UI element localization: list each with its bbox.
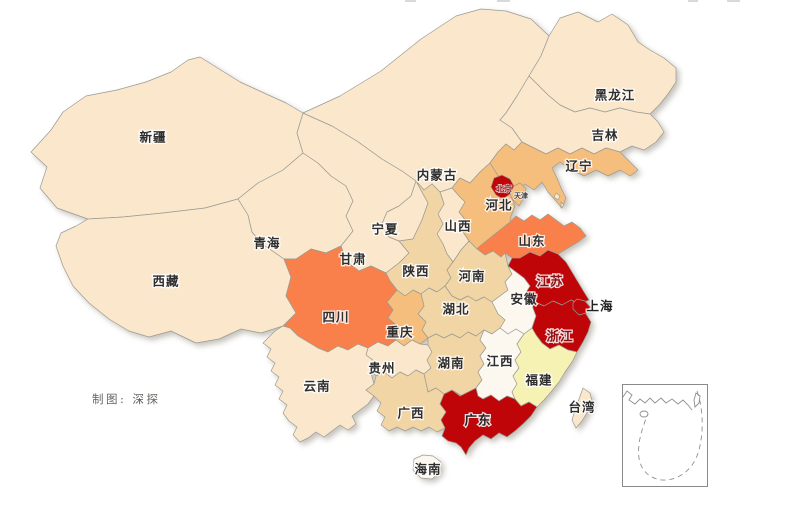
province-label-sichuan: 四川: [322, 310, 349, 325]
province-label-yunnan: 云南: [303, 379, 330, 394]
inset-coastline: [622, 390, 693, 411]
inset-frame: [622, 384, 708, 487]
province-tianjin: [509, 182, 527, 207]
province-label-heilongjiang: 黑龙江: [595, 88, 636, 103]
province-label-jiangsu: 江苏: [536, 274, 563, 289]
bohai-islands: [553, 192, 565, 209]
inset-taiwan-island: [693, 392, 701, 408]
province-label-guangxi: 广西: [397, 406, 424, 421]
province-label-hebei: 河北: [485, 198, 512, 213]
province-label-henan: 河南: [458, 269, 485, 284]
province-label-xizang: 西藏: [152, 274, 179, 289]
province-guangxi: [365, 369, 447, 433]
map-credit: 制图: 深探: [92, 392, 161, 406]
inset-hainan-island: [639, 410, 649, 418]
south-china-sea-inset: [622, 384, 708, 487]
province-label-fujian: 福建: [524, 373, 552, 388]
province-label-shanghai: 上海: [586, 299, 613, 314]
province-label-hubei: 湖北: [442, 302, 469, 317]
province-hainan: [412, 454, 442, 480]
province-label-jilin: 吉林: [591, 128, 618, 143]
province-fujian: [511, 327, 578, 408]
province-label-chongqing: 重庆: [386, 325, 413, 340]
province-label-gansu: 甘肃: [339, 252, 366, 267]
province-label-xinjiang: 新疆: [139, 130, 166, 145]
province-label-liaoning: 辽宁: [565, 159, 592, 174]
province-label-taiwan: 台湾: [568, 400, 595, 415]
province-liaoning: [489, 141, 639, 209]
province-label-shandong: 山东: [518, 234, 545, 249]
province-label-anhui: 安徽: [510, 292, 537, 307]
province-yunnan: [262, 325, 375, 443]
province-taiwan: [571, 387, 593, 429]
province-label-tianjin: 天津: [514, 191, 528, 200]
province-label-hunan: 湖南: [437, 356, 464, 371]
province-label-guizhou: 贵州: [368, 361, 395, 376]
province-label-shaanxi: 陕西: [402, 264, 429, 279]
province-label-hainan: 海南: [414, 462, 441, 477]
province-label-shanxi: 山西: [444, 219, 471, 234]
province-label-guangdong: 广东: [464, 413, 491, 428]
province-label-jiangxi: 江西: [486, 354, 513, 369]
province-shapes: [30, 8, 677, 480]
cropped-title-remnant: [405, 0, 740, 2]
province-label-zhejiang: 浙江: [546, 329, 573, 344]
province-label-qinghai: 青海: [253, 236, 280, 251]
province-label-neimenggu: 内蒙古: [417, 168, 458, 183]
province-shanghai: [572, 298, 591, 316]
province-guangdong: [439, 387, 538, 456]
province-label-ningxia: 宁夏: [371, 222, 398, 237]
province-label-beijing: 北京: [496, 184, 512, 194]
